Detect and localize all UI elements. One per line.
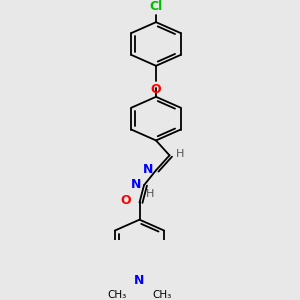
Text: H: H [146,189,154,199]
Text: Cl: Cl [149,0,163,13]
Text: O: O [120,194,130,207]
Text: CH₃: CH₃ [152,290,172,300]
Text: N: N [131,178,142,190]
Text: O: O [151,82,161,96]
Text: H: H [176,148,184,158]
Text: N: N [142,163,153,176]
Text: CH₃: CH₃ [107,290,127,300]
Text: N: N [134,274,145,286]
